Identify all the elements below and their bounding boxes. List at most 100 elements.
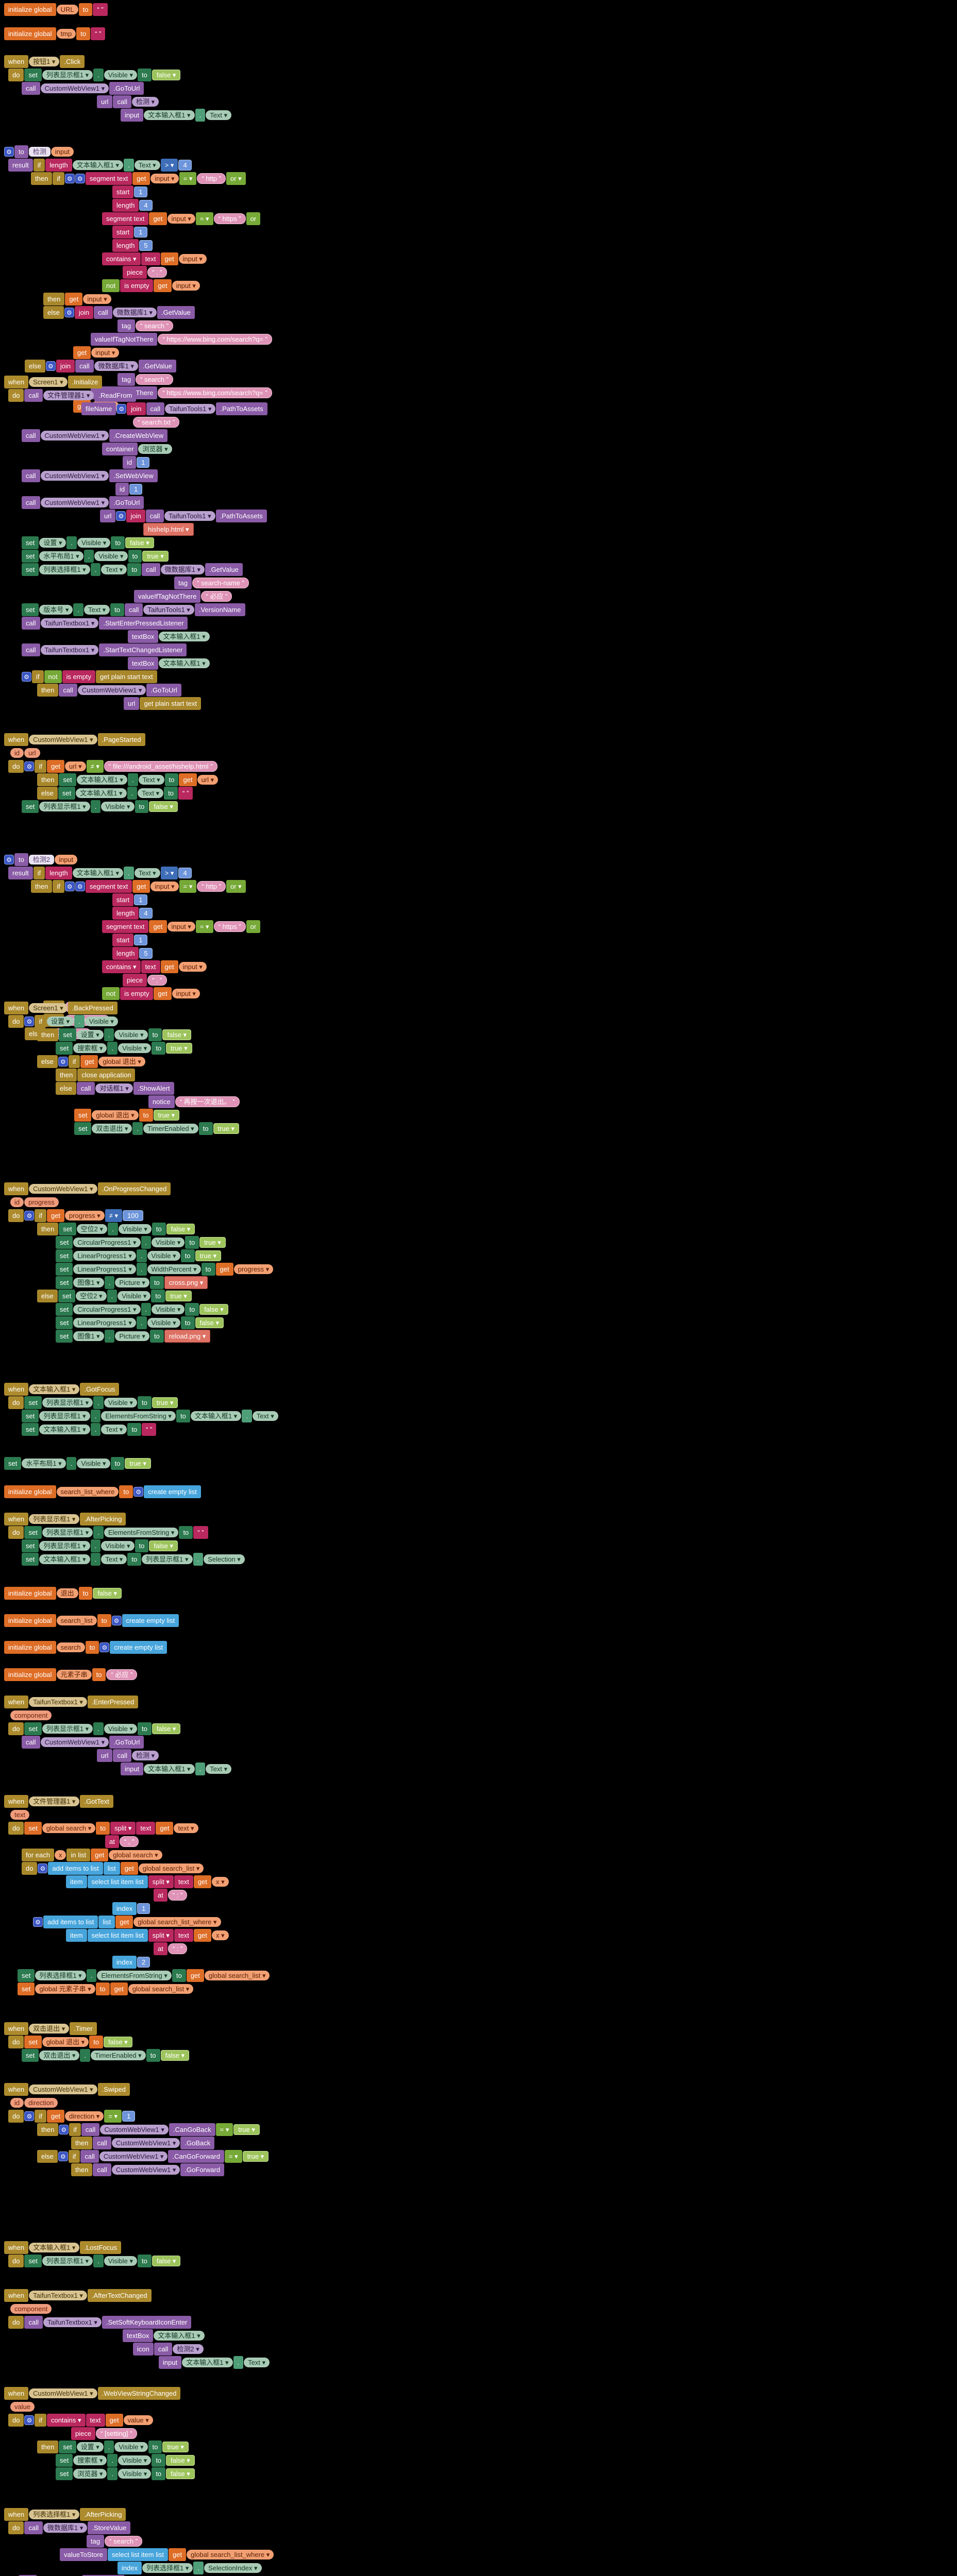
when-列表选择框1-AfterPicking[interactable]: when 列表选择框1 ▾ .AfterPicking do call 微数据库1 ▾ .S…: [4, 2508, 274, 2576]
variable-block[interactable]: set: [24, 1822, 42, 1835]
logic-chip[interactable]: false ▾: [93, 1588, 122, 1599]
component-chip[interactable]: 检测 ▾: [131, 97, 159, 107]
text-block[interactable]: split ▾: [110, 1822, 136, 1835]
event-block[interactable]: when: [4, 376, 29, 388]
component-chip[interactable]: CustomWebView1 ▾: [111, 2165, 180, 2175]
event-block[interactable]: .Initialize: [68, 376, 103, 388]
method-block[interactable]: container: [102, 443, 138, 455]
logic-block[interactable]: = ▾: [179, 172, 197, 185]
variable-block[interactable]: initialize global: [4, 1485, 56, 1498]
method-block[interactable]: call: [93, 2163, 111, 2176]
event-param-chip[interactable]: direction: [24, 2098, 58, 2108]
logic-chip[interactable]: false ▾: [149, 1540, 178, 1551]
variable-chip[interactable]: input ▾: [172, 989, 200, 998]
list-block[interactable]: add items to list: [43, 1916, 98, 1928]
logic-chip[interactable]: false ▾: [104, 2037, 132, 2047]
mutator-gear-icon[interactable]: ⚙: [59, 2125, 69, 2134]
string-chip[interactable]: “ search ”: [136, 320, 173, 331]
method-block[interactable]: call: [113, 95, 131, 108]
property-setter-block[interactable]: .: [104, 1028, 114, 1041]
property-setter-block[interactable]: set: [59, 773, 76, 786]
method-block[interactable]: call: [22, 1736, 40, 1749]
property-setter-block[interactable]: .: [83, 550, 94, 563]
method-block[interactable]: .CanGoBack: [169, 2123, 215, 2136]
init-global-search_list_where[interactable]: initialize global search_list_where to ⚙ cre…: [4, 1485, 202, 1499]
property-setter-block[interactable]: set: [56, 1042, 73, 1055]
property-chip[interactable]: 列表显示框1 ▾: [39, 1541, 90, 1551]
property-chip[interactable]: Visible ▾: [118, 2469, 152, 2479]
procedure-name-chip[interactable]: 检测: [28, 147, 51, 157]
variable-chip[interactable]: input ▾: [150, 174, 179, 183]
property-chip[interactable]: Text ▾: [138, 775, 164, 785]
property-getter-block[interactable]: .: [242, 1410, 252, 1422]
property-setter-block[interactable]: set: [58, 787, 76, 800]
control-block[interactable]: for each: [22, 1849, 54, 1861]
mutator-gear-icon[interactable]: ⚙: [111, 1616, 122, 1625]
property-setter-block[interactable]: .: [127, 787, 138, 800]
property-chip[interactable]: 文本输入框1 ▾: [182, 2358, 233, 2367]
method-block[interactable]: call: [94, 306, 112, 319]
variable-block[interactable]: get: [120, 1862, 138, 1875]
property-chip[interactable]: Visible ▾: [118, 2455, 152, 2465]
property-setter-block[interactable]: to: [128, 550, 142, 563]
text-block[interactable]: piece: [123, 266, 147, 279]
method-block[interactable]: .PathToAssets: [215, 510, 267, 522]
component-chip[interactable]: 微数据库1 ▾: [43, 2523, 88, 2533]
property-setter-block[interactable]: to: [176, 1410, 190, 1422]
mutator-gear-icon[interactable]: ⚙: [64, 308, 74, 317]
method-block[interactable]: .GoBack: [180, 2137, 215, 2149]
text-block[interactable]: join: [56, 360, 75, 372]
property-setter-block[interactable]: set: [22, 1553, 39, 1566]
property-setter-block[interactable]: set: [24, 1526, 42, 1539]
mutator-gear-icon[interactable]: ⚙: [99, 1642, 110, 1652]
property-setter-block[interactable]: set: [56, 1236, 73, 1249]
method-block[interactable]: textBox: [128, 630, 159, 643]
property-chip[interactable]: 双击退出 ▾: [92, 1124, 132, 1133]
property-chip[interactable]: Text ▾: [101, 1425, 127, 1434]
property-setter-block[interactable]: to: [149, 1330, 164, 1343]
control-block[interactable]: else: [56, 1082, 76, 1095]
variable-chip[interactable]: progress ▾: [233, 1264, 274, 1274]
variable-chip[interactable]: input ▾: [178, 962, 207, 972]
mutator-gear-icon[interactable]: ⚙: [4, 855, 14, 865]
component-chip[interactable]: 对话框1 ▾: [95, 1083, 133, 1093]
property-chip[interactable]: SelectionIndex ▾: [204, 2563, 262, 2573]
control-block[interactable]: then: [37, 2441, 59, 2453]
control-block[interactable]: if: [68, 1055, 80, 1068]
event-block[interactable]: do: [8, 2110, 24, 2123]
text-block[interactable]: contains ▾: [102, 960, 141, 973]
component-chip[interactable]: CustomWebView1 ▾: [100, 2125, 169, 2134]
control-block[interactable]: if: [33, 159, 45, 172]
property-chip[interactable]: Text ▾: [101, 1554, 127, 1564]
method-block[interactable]: .GoForward: [180, 2163, 225, 2176]
component-chip[interactable]: TaifunTools1 ▾: [143, 605, 194, 615]
event-block[interactable]: do: [8, 2316, 24, 2329]
text-block[interactable]: text: [141, 252, 160, 265]
text-block[interactable]: join: [74, 306, 94, 319]
control-block[interactable]: if: [35, 760, 46, 773]
method-block[interactable]: url: [124, 697, 140, 710]
method-block[interactable]: call: [22, 617, 40, 630]
logic-block[interactable]: = ▾: [104, 2110, 122, 2123]
property-chip[interactable]: 列表显示框1 ▾: [42, 1528, 93, 1537]
property-chip[interactable]: Visible ▾: [104, 1398, 138, 1408]
logic-chip[interactable]: false ▾: [152, 2256, 181, 2266]
mutator-gear-icon[interactable]: ⚙: [4, 147, 14, 157]
string-chip[interactable]: “ : ”: [167, 1943, 188, 1954]
event-block[interactable]: .Timer: [70, 2022, 97, 2035]
method-block[interactable]: .GetValue: [157, 306, 195, 319]
property-getter-block[interactable]: .: [124, 159, 134, 172]
property-setter-block[interactable]: to: [179, 1526, 193, 1539]
list-block[interactable]: list: [103, 1862, 120, 1875]
text-block[interactable]: length: [112, 947, 139, 960]
method-block[interactable]: .StartTextChangedListener: [99, 643, 187, 656]
property-chip[interactable]: 列表显示框1 ▾: [42, 2256, 93, 2266]
method-block[interactable]: .GetValue: [139, 360, 176, 372]
list-block[interactable]: index: [117, 2562, 142, 2574]
variable-chip[interactable]: global 元素子串 ▾: [35, 1984, 95, 1994]
event-block[interactable]: do: [8, 760, 24, 773]
variable-chip[interactable]: input: [55, 855, 78, 865]
property-setter-block[interactable]: to: [110, 603, 124, 616]
component-chip[interactable]: 检测 ▾: [131, 1751, 159, 1760]
